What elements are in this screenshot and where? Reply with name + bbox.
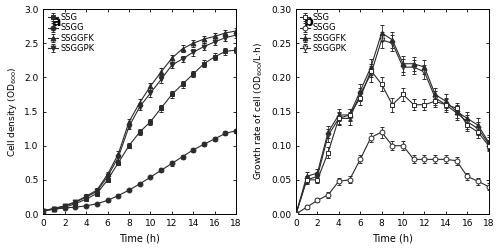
Legend: SSG, SSGG, SSGGFK, SSGGPK: SSG, SSGG, SSGGFK, SSGGPK	[298, 11, 348, 55]
Text: a: a	[51, 15, 60, 29]
Legend: SSG, SSGG, SSGGFK, SSGGPK: SSG, SSGG, SSGGFK, SSGGPK	[46, 11, 96, 55]
Y-axis label: Growth rate of cell (OD$_{600}$/L·h): Growth rate of cell (OD$_{600}$/L·h)	[253, 43, 266, 181]
Text: b: b	[304, 15, 314, 29]
Y-axis label: Cell density (OD$_{600}$): Cell density (OD$_{600}$)	[6, 66, 18, 157]
X-axis label: Time (h): Time (h)	[120, 234, 160, 244]
X-axis label: Time (h): Time (h)	[372, 234, 413, 244]
